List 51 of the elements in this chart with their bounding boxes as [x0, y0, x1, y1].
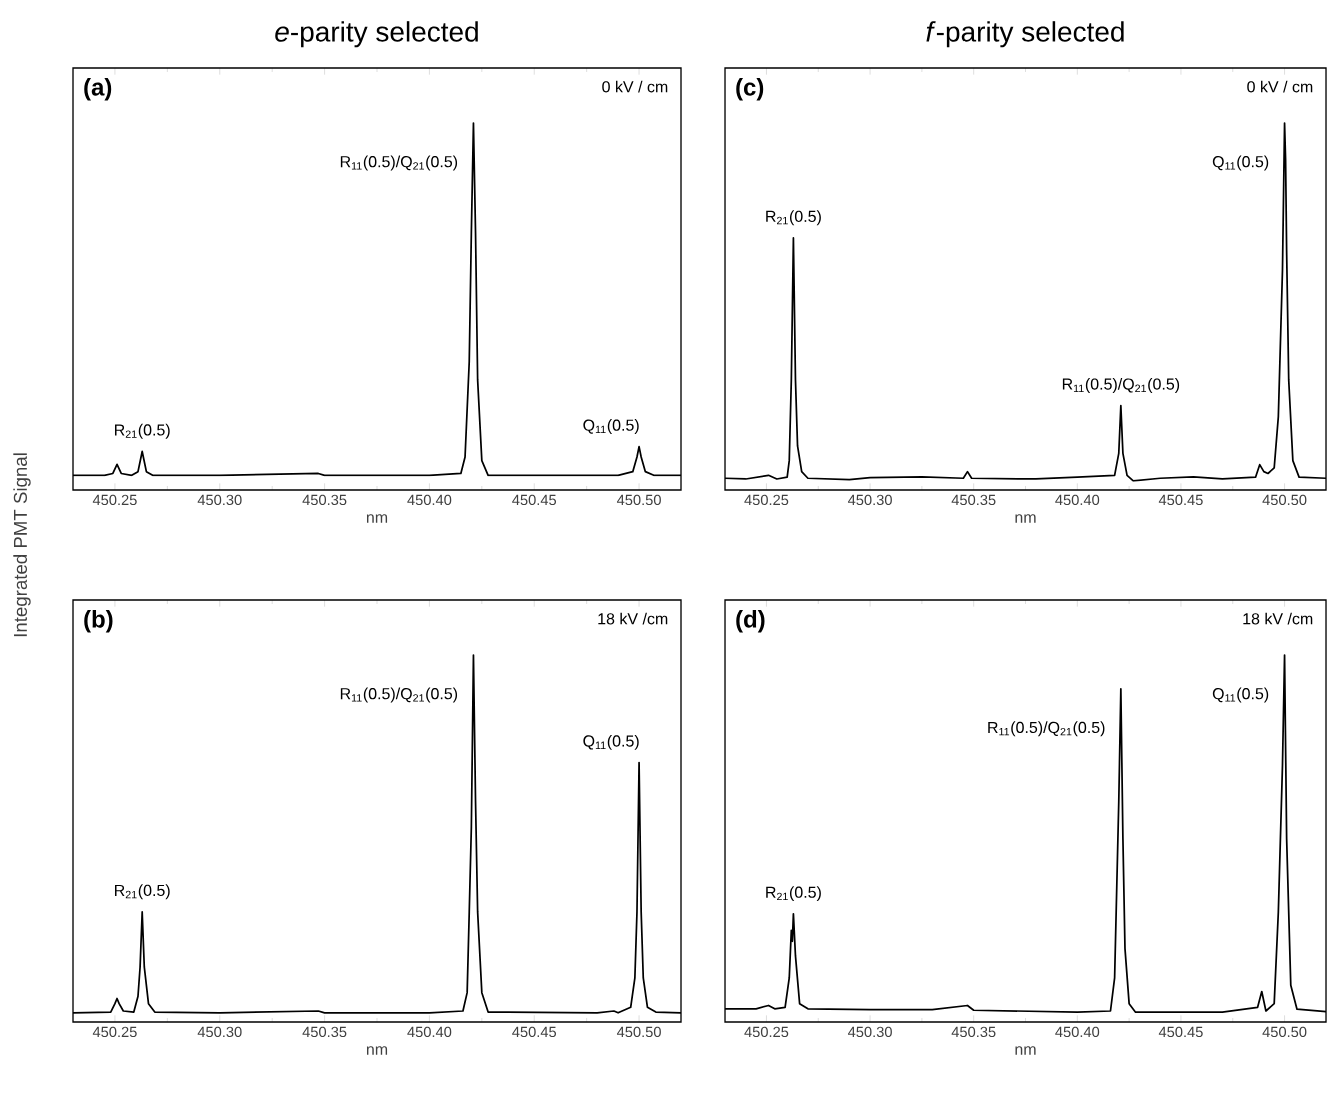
text: (b): [84, 610, 113, 633]
chart-title: f-parity selected: [926, 21, 1124, 48]
x-tick-label: 450.35: [302, 494, 347, 506]
x-tick-label: 450.30: [847, 494, 892, 506]
x-tick-label: 450.40: [407, 1026, 452, 1038]
x-tick-label: 450.50: [616, 494, 661, 506]
annotation: R$_{21}$(0.5): [115, 423, 170, 439]
annotation: R$_{21}$(0.5): [115, 884, 170, 900]
annotation: R$_{21}$(0.5): [766, 210, 821, 226]
x-tick-label: 450.45: [1158, 1026, 1203, 1038]
x-tick-label: 450.25: [744, 1026, 789, 1038]
text: (d): [736, 610, 765, 633]
x-tick-label: 450.25: [92, 494, 137, 506]
x-axis-title: nm: [366, 514, 388, 523]
x-tick-label: 450.40: [1055, 494, 1100, 506]
x-tick-label: 450.40: [1055, 1026, 1100, 1038]
annotation: Q$_{11}$(0.5): [583, 419, 639, 434]
text: 18 kV /cm: [598, 612, 668, 625]
x-tick-label: 450.50: [1262, 1026, 1307, 1038]
annotation: Q$_{11}$(0.5): [583, 734, 639, 750]
x-axis-title: nm: [366, 1046, 388, 1055]
x-tick-label: 450.30: [197, 494, 242, 506]
text: (a): [84, 78, 112, 101]
x-tick-label: 450.45: [1158, 494, 1203, 506]
x-tick-label: 450.45: [512, 494, 557, 506]
x-tick-label: 450.50: [616, 1026, 661, 1038]
text: 0 kV / cm: [602, 80, 668, 93]
x-tick-label: 450.25: [744, 494, 789, 506]
annotation: Q$_{11}$(0.5): [1212, 155, 1269, 171]
text: 18 kV /cm: [1243, 612, 1313, 625]
text: (c): [736, 78, 764, 101]
annotation: R$_{11}$(0.5)/Q$_{21}$(0.5): [988, 721, 1105, 737]
annotation: R$_{11}$(0.5)/Q$_{21}$(0.5): [340, 687, 458, 703]
x-tick-label: 450.40: [407, 494, 452, 506]
y-axis-title: Integrated PMT Signal: [13, 453, 31, 637]
x-tick-label: 450.35: [951, 494, 996, 506]
x-tick-label: 450.35: [302, 1026, 347, 1038]
x-axis-title: nm: [1015, 514, 1036, 523]
annotation: Q$_{11}$(0.5): [1212, 687, 1269, 703]
x-axis-title: nm: [1015, 1046, 1036, 1055]
annotation: R$_{11}$(0.5)/Q$_{21}$(0.5): [340, 155, 458, 171]
x-tick-label: 450.35: [951, 1026, 996, 1038]
x-tick-label: 450.50: [1262, 494, 1307, 506]
x-tick-label: 450.25: [92, 1026, 137, 1038]
text: 0 kV / cm: [1247, 80, 1313, 93]
annotation: R$_{11}$(0.5)/Q$_{21}$(0.5): [1062, 377, 1180, 393]
x-tick-label: 450.45: [512, 1026, 557, 1038]
annotation: R$_{21}$(0.5): [766, 886, 821, 902]
chart-title: e-parity selected: [275, 21, 478, 48]
x-tick-label: 450.30: [197, 1026, 242, 1038]
x-tick-label: 450.30: [847, 1026, 892, 1038]
